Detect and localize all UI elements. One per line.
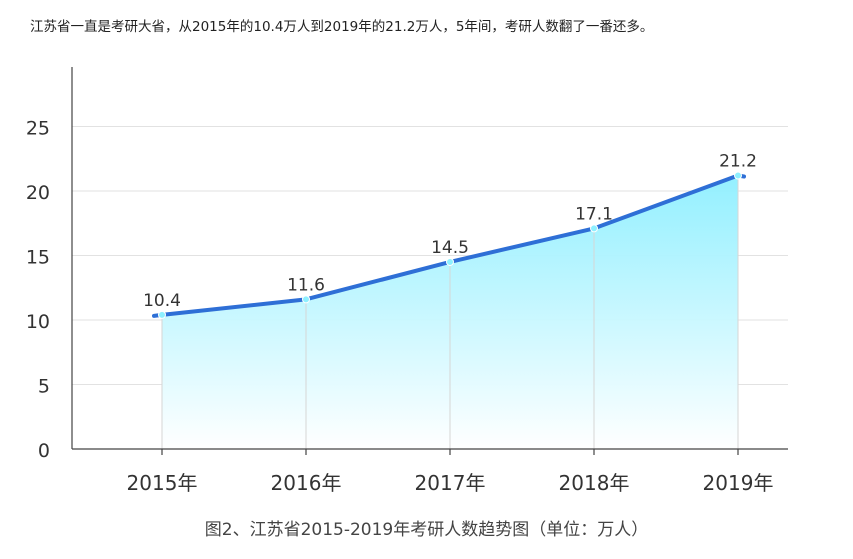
line-chart: 10.4 11.6 14.5 17.1 21.2 0 5 10 15 20 25 2015年 201… — [0, 55, 853, 515]
x-tick-labels: 2015年 2016年 2017年 2018年 2019年 — [127, 471, 774, 495]
data-point — [590, 224, 598, 233]
y-tick-label: 5 — [38, 376, 50, 398]
y-tick-labels: 0 5 10 15 20 25 — [26, 118, 50, 463]
data-label: 17.1 — [575, 204, 613, 224]
y-tick-label: 10 — [26, 311, 50, 333]
data-label: 21.2 — [719, 152, 757, 172]
y-tick-label: 25 — [26, 118, 50, 140]
x-tick-label: 2017年 — [415, 471, 486, 495]
chart-caption: 图2、江苏省2015-2019年考研人数趋势图（单位：万人） — [204, 520, 649, 540]
x-tick-label: 2016年 — [271, 471, 342, 495]
data-point — [302, 295, 310, 304]
data-markers — [158, 171, 742, 319]
data-point — [734, 171, 742, 180]
y-tick-label: 20 — [26, 182, 50, 204]
data-label: 10.4 — [143, 291, 181, 311]
x-tick-label: 2015年 — [127, 471, 198, 495]
data-point — [446, 257, 454, 266]
axes — [71, 67, 788, 455]
data-labels: 10.4 11.6 14.5 17.1 21.2 — [143, 152, 757, 311]
y-tick-label: 15 — [26, 247, 50, 269]
data-label: 11.6 — [287, 275, 325, 295]
x-tick-label: 2018年 — [559, 471, 630, 495]
y-tick-label: 0 — [38, 440, 50, 462]
data-label: 14.5 — [431, 238, 469, 258]
intro-text: 江苏省一直是考研大省，从2015年的10.4万人到2019年的21.2万人，5年… — [30, 19, 654, 35]
drop-lines — [161, 175, 739, 449]
x-tick-label: 2019年 — [703, 471, 774, 495]
data-point — [158, 310, 166, 319]
